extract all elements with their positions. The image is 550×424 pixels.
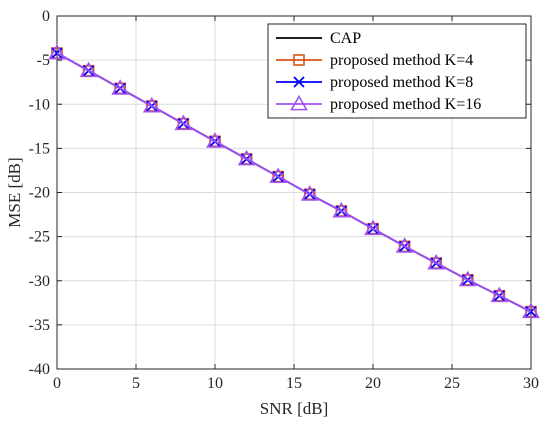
y-tick-label: -15 [29, 140, 50, 157]
triangle-marker [395, 237, 414, 253]
y-tick-label: -30 [29, 273, 50, 290]
triangle-marker [206, 132, 224, 148]
square-marker [293, 54, 305, 66]
x-tick-label: 15 [286, 375, 302, 392]
x-tick-label: 30 [523, 375, 539, 392]
legend-entry: proposed method K=4 [276, 52, 473, 69]
triangle-marker [111, 79, 130, 95]
triangle-marker [48, 43, 66, 60]
legend-entry: proposed method K=8 [276, 74, 473, 91]
triangle-marker [300, 185, 319, 201]
triangle-marker [269, 167, 288, 184]
series-group [48, 43, 540, 319]
legend-label: proposed method K=4 [330, 52, 473, 69]
legend-entry: CAP [276, 30, 361, 47]
triangle-marker [174, 114, 193, 131]
x-axis-label: SNR [dB] [260, 399, 328, 418]
legend-label: CAP [330, 30, 361, 47]
y-tick-label: -10 [29, 96, 50, 113]
triangle-marker [237, 149, 256, 166]
legend-label: proposed method K=8 [330, 74, 473, 91]
x-tick-label: 25 [444, 375, 460, 392]
triangle-marker [490, 286, 509, 303]
legend-label: proposed method K=16 [330, 96, 481, 113]
triangle-marker [79, 61, 98, 78]
triangle-marker [142, 96, 161, 113]
legend: CAP proposed method K=4 proposed method K=… [267, 23, 527, 119]
x-tick-label: 0 [53, 375, 61, 392]
y-tick-label: 0 [42, 8, 50, 25]
triangle-marker [332, 201, 351, 218]
y-tick-label: -20 [29, 185, 50, 202]
y-axis-label: MSE [dB] [5, 157, 24, 227]
triangle-marker [290, 94, 308, 111]
triangle-marker [364, 219, 382, 236]
triangle-marker [522, 302, 540, 319]
y-tick-label: -35 [29, 317, 50, 334]
x-marker [51, 47, 63, 59]
axis-ticks: 0 5 10 15 20 25 30 0 -5 -10 -15 -20 -25 -30 -35 -40 [29, 8, 539, 392]
y-tick-label: -40 [29, 361, 50, 378]
x-tick-label: 5 [132, 375, 140, 392]
y-tick-label: -5 [37, 52, 50, 69]
legend-box [267, 23, 527, 119]
x-tick-label: 10 [207, 375, 223, 392]
legend-entry: proposed method K=16 [276, 94, 481, 113]
x-marker [293, 76, 305, 88]
series-3 [48, 43, 540, 319]
triangle-marker [458, 270, 477, 287]
y-tick-label: -25 [29, 229, 50, 246]
x-tick-label: 20 [365, 375, 381, 392]
triangle-marker [427, 253, 446, 270]
series-line [56, 52, 532, 313]
